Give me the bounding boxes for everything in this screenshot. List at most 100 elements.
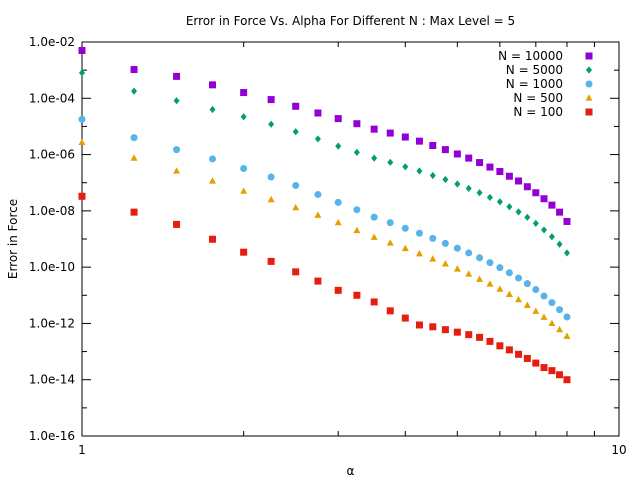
data-point	[370, 213, 378, 221]
data-point	[267, 257, 275, 265]
legend-label: N = 100	[513, 105, 563, 119]
data-point	[541, 226, 548, 234]
data-point	[453, 265, 461, 272]
data-point	[292, 128, 299, 136]
legend-label: N = 1000	[506, 77, 563, 91]
x-tick-label: 1	[78, 443, 86, 457]
data-point	[532, 189, 540, 197]
data-point	[486, 280, 494, 287]
data-point	[523, 280, 531, 288]
y-tick-label: 1.0e-04	[29, 91, 75, 105]
legend-label: N = 10000	[498, 49, 563, 63]
data-point	[515, 350, 523, 358]
data-point	[267, 96, 275, 104]
data-point	[556, 325, 564, 333]
data-point	[353, 226, 361, 234]
data-point	[292, 102, 300, 110]
data-point	[240, 248, 248, 256]
data-point	[465, 249, 473, 257]
data-point	[515, 208, 522, 216]
data-point	[173, 220, 181, 228]
data-point	[496, 285, 504, 292]
series-n-10000	[78, 46, 571, 225]
data-point	[130, 154, 138, 161]
y-axis-label: Error in Force	[6, 199, 20, 279]
data-point	[486, 163, 494, 171]
data-point	[173, 167, 181, 174]
data-point	[532, 286, 540, 294]
data-point	[556, 208, 564, 216]
data-point	[540, 195, 548, 203]
data-point	[292, 268, 300, 276]
legend-marker	[585, 108, 593, 116]
data-point	[441, 260, 449, 267]
data-point	[563, 332, 571, 339]
data-point	[441, 239, 449, 247]
data-point	[486, 193, 493, 202]
data-point	[240, 187, 248, 194]
data-point	[370, 125, 378, 133]
data-point	[79, 69, 85, 77]
data-point	[173, 72, 181, 80]
data-point	[548, 299, 556, 307]
data-point	[314, 211, 322, 218]
data-point	[292, 203, 300, 211]
data-point	[442, 175, 449, 184]
data-point	[505, 346, 513, 354]
data-point	[240, 164, 248, 172]
data-point	[515, 177, 523, 185]
data-point	[209, 81, 217, 89]
data-point	[523, 183, 531, 191]
data-point	[401, 244, 409, 252]
series-n-5000	[79, 69, 570, 257]
data-point	[335, 142, 342, 150]
data-point	[505, 172, 513, 180]
data-point	[240, 113, 247, 121]
axis-ticks	[81, 41, 620, 437]
data-point	[334, 198, 342, 206]
data-point	[505, 290, 513, 297]
data-point	[415, 321, 423, 329]
data-point	[486, 259, 494, 267]
y-tick-label: 1.0e-10	[29, 260, 75, 274]
data-point	[429, 142, 437, 150]
data-point	[563, 249, 570, 257]
data-point	[415, 229, 423, 237]
data-point	[401, 314, 409, 322]
data-point	[314, 277, 322, 285]
data-point	[334, 286, 342, 294]
data-point	[78, 192, 86, 200]
data-series	[78, 46, 571, 384]
data-point	[465, 331, 473, 339]
y-tick-label: 1.0e-06	[29, 148, 75, 162]
legend-marker	[585, 80, 593, 88]
data-point	[78, 138, 86, 146]
data-point	[548, 201, 556, 209]
data-point	[386, 129, 394, 137]
data-point	[267, 195, 275, 203]
data-point	[314, 109, 322, 117]
y-tick-labels: 1.0e-16 1.0e-14 1.0e-12 1.0e-10 1.0e-08 1.0e-…	[29, 35, 75, 443]
data-point	[532, 307, 540, 314]
data-point	[416, 167, 423, 175]
data-point	[476, 254, 484, 262]
data-point	[563, 217, 571, 225]
data-point	[130, 134, 138, 142]
data-point	[540, 292, 548, 300]
x-tick-label: 10	[611, 443, 626, 457]
data-point	[401, 224, 409, 232]
data-point	[429, 323, 437, 331]
y-tick-label: 1.0e-02	[29, 35, 75, 49]
data-point	[334, 218, 342, 226]
data-point	[429, 171, 436, 180]
data-point	[548, 367, 556, 375]
data-point	[476, 275, 484, 282]
data-point	[209, 177, 217, 184]
data-point	[523, 301, 531, 308]
x-tick-labels: 1 10	[78, 443, 626, 457]
data-point	[130, 208, 138, 216]
data-point	[415, 137, 423, 145]
chart-title: Error in Force Vs. Alpha For Different N…	[186, 14, 515, 28]
